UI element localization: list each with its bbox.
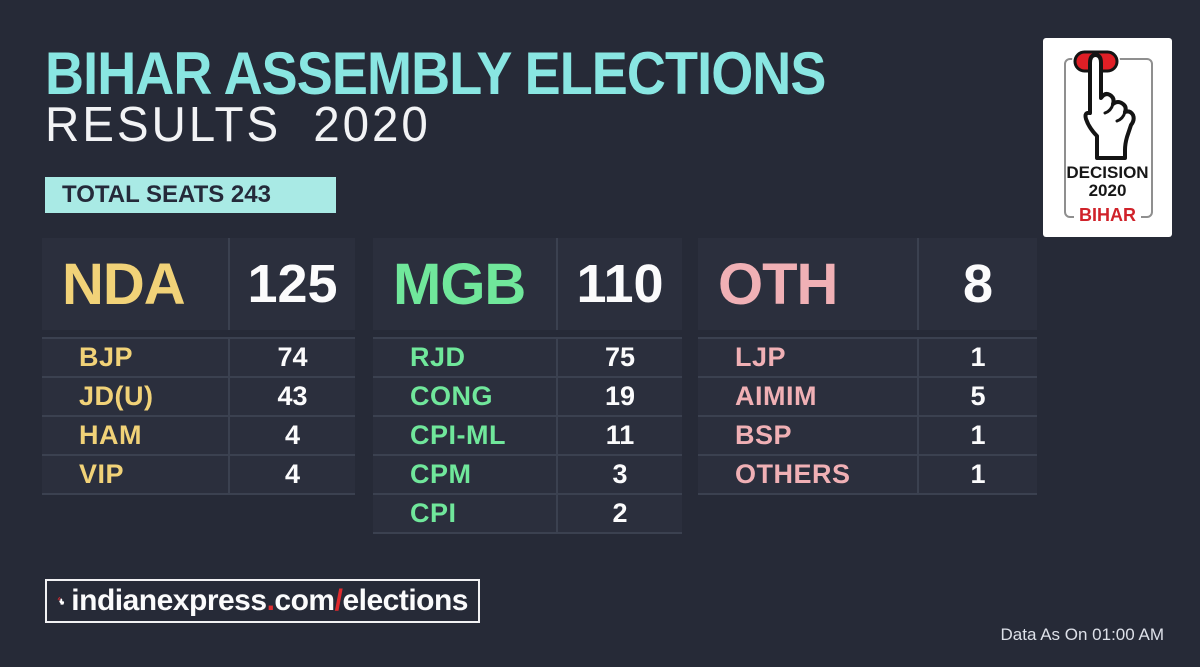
table-row: CPI 2	[373, 495, 682, 534]
party-seats: 2	[556, 495, 682, 532]
party-seats: 75	[556, 339, 682, 376]
party-seats: 1	[917, 339, 1037, 376]
nda-group-label: NDA	[62, 251, 186, 317]
table-row: BSP 1	[698, 417, 1037, 456]
party-seats: 5	[917, 378, 1037, 415]
party-seats: 11	[556, 417, 682, 454]
table-row: BJP 74	[42, 339, 355, 378]
mgb-total-seats: 110	[556, 238, 682, 330]
party-name: HAM	[79, 420, 142, 450]
party-seats: 1	[917, 456, 1037, 493]
mgb-results-table: MGB 110 RJD 75 CONG 19 CPI-ML 11 CPM 3 C…	[373, 238, 682, 534]
logo-decision-label: DECISION	[1066, 163, 1149, 182]
party-seats: 1	[917, 417, 1037, 454]
table-row: OTHERS 1	[698, 456, 1037, 495]
voting-hand-icon	[1072, 49, 1136, 160]
table-row: CONG 19	[373, 378, 682, 417]
mgb-table-rows: RJD 75 CONG 19 CPI-ML 11 CPM 3 CPI 2	[373, 337, 682, 534]
party-name: LJP	[735, 342, 787, 372]
mgb-table-header: MGB 110	[373, 238, 682, 330]
nda-results-table: NDA 125 BJP 74 JD(U) 43 HAM 4 VIP 4	[42, 238, 355, 495]
party-name: RJD	[410, 342, 466, 372]
party-seats: 43	[228, 378, 355, 415]
party-name: CPI	[410, 498, 457, 528]
table-row: RJD 75	[373, 339, 682, 378]
party-name: CONG	[410, 381, 493, 411]
party-name: OTHERS	[735, 459, 851, 489]
total-seats-badge: TOTAL SEATS 243	[45, 177, 336, 213]
party-name: CPI-ML	[410, 420, 506, 450]
table-row: VIP 4	[42, 456, 355, 495]
indianexpress-elections-link[interactable]: indianexpress.com/elections	[45, 579, 480, 623]
page-subtitle: RESULTS 2020	[45, 98, 431, 152]
table-row: HAM 4	[42, 417, 355, 456]
mgb-group-label: MGB	[393, 251, 526, 317]
oth-table-rows: LJP 1 AIMIM 5 BSP 1 OTHERS 1	[698, 337, 1037, 495]
page-title: BIHAR ASSEMBLY ELECTIONS	[45, 40, 826, 107]
party-seats: 4	[228, 417, 355, 454]
table-row: LJP 1	[698, 339, 1037, 378]
oth-group-label: OTH	[718, 251, 838, 317]
logo-year-label: 2020	[1088, 181, 1127, 200]
party-name: AIMIM	[735, 381, 817, 411]
party-name: BJP	[79, 342, 134, 372]
party-seats: 4	[228, 456, 355, 493]
decision-2020-logo: DECISION 2020 BIHAR	[1043, 38, 1172, 237]
nda-total-seats: 125	[228, 238, 355, 330]
nda-table-header: NDA 125	[42, 238, 355, 330]
table-row: CPI-ML 11	[373, 417, 682, 456]
party-seats: 74	[228, 339, 355, 376]
table-row: AIMIM 5	[698, 378, 1037, 417]
party-name: JD(U)	[79, 381, 154, 411]
party-name: CPM	[410, 459, 472, 489]
data-timestamp-note: Data As On 01:00 AM	[1000, 625, 1164, 644]
brand-url-text: indianexpress.com/elections	[71, 584, 468, 617]
table-row: CPM 3	[373, 456, 682, 495]
party-name: VIP	[79, 459, 125, 489]
oth-results-table: OTH 8 LJP 1 AIMIM 5 BSP 1 OTHERS 1	[698, 238, 1037, 495]
oth-total-seats: 8	[917, 238, 1037, 330]
oth-table-header: OTH 8	[698, 238, 1037, 330]
nda-table-rows: BJP 74 JD(U) 43 HAM 4 VIP 4	[42, 337, 355, 495]
table-row: JD(U) 43	[42, 378, 355, 417]
click-hand-icon	[57, 597, 65, 605]
party-seats: 3	[556, 456, 682, 493]
party-seats: 19	[556, 378, 682, 415]
logo-bihar-label: BIHAR	[1043, 205, 1172, 225]
party-name: BSP	[735, 420, 793, 450]
